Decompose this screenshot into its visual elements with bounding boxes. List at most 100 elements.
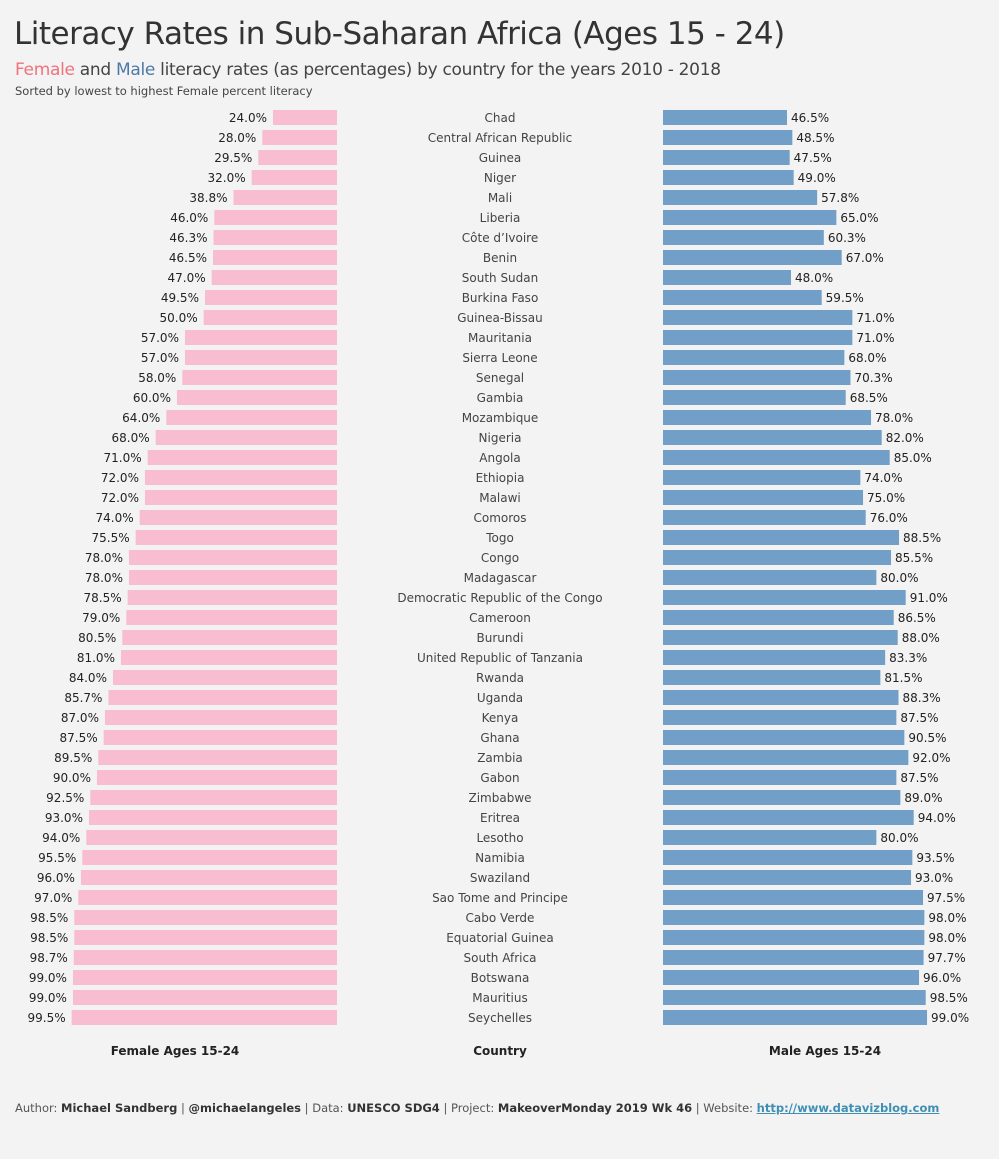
country-label: Eritrea bbox=[480, 811, 520, 825]
male-value-label: 90.5% bbox=[908, 731, 946, 745]
female-bar bbox=[80, 870, 337, 885]
female-bar bbox=[74, 930, 337, 945]
country-label: Ethiopia bbox=[476, 471, 525, 485]
country-label: Cameroon bbox=[469, 611, 531, 625]
female-bar bbox=[258, 150, 337, 165]
chart-row: 80.5% Burundi 88.0% bbox=[78, 630, 940, 645]
chart-row: 49.5% Burkina Faso 59.5% bbox=[161, 290, 864, 305]
female-value-label: 81.0% bbox=[77, 651, 115, 665]
female-bar bbox=[214, 210, 337, 225]
footer-website-link[interactable]: http://www.datavizblog.com bbox=[756, 1101, 940, 1115]
female-value-label: 71.0% bbox=[104, 451, 142, 465]
country-label: Cabo Verde bbox=[466, 911, 535, 925]
male-value-label: 76.0% bbox=[870, 511, 908, 525]
subtitle-and: and bbox=[74, 60, 116, 80]
male-bar bbox=[663, 350, 845, 365]
female-value-label: 46.5% bbox=[169, 251, 207, 265]
female-value-label: 79.0% bbox=[82, 611, 120, 625]
subtitle-female-legend: Female bbox=[15, 60, 75, 80]
axis-title-male: Male Ages 15-24 bbox=[769, 1044, 881, 1058]
chart-row: 46.5% Benin 67.0% bbox=[169, 250, 884, 265]
male-bar bbox=[663, 970, 920, 985]
sort-note: Sorted by lowest to highest Female perce… bbox=[15, 84, 313, 98]
male-bar bbox=[663, 990, 926, 1005]
country-label: Mauritania bbox=[468, 331, 532, 345]
female-bar bbox=[147, 450, 337, 465]
chart-row: 60.0% Gambia 68.5% bbox=[133, 390, 888, 405]
chart-row: 47.0% South Sudan 48.0% bbox=[168, 270, 833, 285]
male-bar bbox=[663, 590, 906, 605]
female-bar bbox=[74, 910, 337, 925]
male-bar bbox=[663, 690, 899, 705]
country-label: South Sudan bbox=[462, 271, 539, 285]
male-bar bbox=[663, 1010, 928, 1025]
male-bar bbox=[663, 830, 877, 845]
country-label: Mauritius bbox=[472, 991, 527, 1005]
female-bar bbox=[128, 570, 337, 585]
female-bar bbox=[251, 170, 337, 185]
male-value-label: 80.0% bbox=[880, 571, 918, 585]
female-bar bbox=[144, 470, 337, 485]
country-label: Uganda bbox=[477, 691, 523, 705]
male-value-label: 83.3% bbox=[889, 651, 927, 665]
female-value-label: 78.0% bbox=[85, 571, 123, 585]
country-label: Equatorial Guinea bbox=[446, 931, 554, 945]
female-value-label: 64.0% bbox=[122, 411, 160, 425]
axis-title-country: Country bbox=[473, 1044, 527, 1058]
female-value-label: 38.8% bbox=[189, 191, 227, 205]
country-label: Mozambique bbox=[462, 411, 539, 425]
chart-row: 74.0% Comoros 76.0% bbox=[96, 510, 908, 525]
country-label: Comoros bbox=[473, 511, 526, 525]
male-value-label: 88.3% bbox=[902, 691, 940, 705]
female-bar bbox=[86, 830, 337, 845]
male-bar bbox=[663, 910, 925, 925]
male-bar bbox=[663, 570, 877, 585]
footer-author-label: Author: bbox=[15, 1101, 62, 1115]
country-label: Democratic Republic of the Congo bbox=[397, 591, 602, 605]
country-label: Nigeria bbox=[479, 431, 522, 445]
male-bar bbox=[663, 950, 924, 965]
chart-row: 81.0% United Republic of Tanzania 83.3% bbox=[77, 650, 927, 665]
female-value-label: 46.0% bbox=[170, 211, 208, 225]
female-value-label: 95.5% bbox=[38, 851, 76, 865]
male-value-label: 57.8% bbox=[821, 191, 859, 205]
male-value-label: 47.5% bbox=[794, 151, 832, 165]
male-value-label: 70.3% bbox=[854, 371, 892, 385]
chart-row: 57.0% Mauritania 71.0% bbox=[141, 330, 894, 345]
country-label: Gabon bbox=[480, 771, 519, 785]
subtitle: Female and Male literacy rates (as perce… bbox=[15, 60, 721, 80]
female-value-label: 57.0% bbox=[141, 351, 179, 365]
footer-data-source: UNESCO SDG4 bbox=[347, 1101, 440, 1115]
female-bar bbox=[96, 770, 337, 785]
chart-row: 78.0% Madagascar 80.0% bbox=[85, 570, 918, 585]
female-value-label: 98.5% bbox=[30, 911, 68, 925]
chart-row: 68.0% Nigeria 82.0% bbox=[112, 430, 924, 445]
chart-row: 84.0% Rwanda 81.5% bbox=[69, 670, 922, 685]
chart-row: 79.0% Cameroon 86.5% bbox=[82, 610, 936, 625]
female-bar bbox=[213, 230, 337, 245]
female-bar bbox=[144, 490, 337, 505]
country-label: Malawi bbox=[479, 491, 521, 505]
country-label: Burundi bbox=[477, 631, 524, 645]
male-bar bbox=[663, 450, 890, 465]
male-bar bbox=[663, 130, 793, 145]
subtitle-male-legend: Male bbox=[115, 60, 156, 80]
female-bar bbox=[71, 1010, 338, 1025]
country-label: South Africa bbox=[464, 951, 537, 965]
chart-rows: 24.0% Chad 46.5% 28.0% Central African Repub… bbox=[28, 110, 969, 1025]
country-label: Liberia bbox=[480, 211, 521, 225]
female-value-label: 99.5% bbox=[28, 1011, 66, 1025]
chart-row: 93.0% Eritrea 94.0% bbox=[45, 810, 956, 825]
female-value-label: 29.5% bbox=[214, 151, 252, 165]
female-bar bbox=[176, 390, 337, 405]
female-value-label: 28.0% bbox=[218, 131, 256, 145]
female-value-label: 98.7% bbox=[30, 951, 68, 965]
male-value-label: 67.0% bbox=[846, 251, 884, 265]
chart-row: 98.5% Cabo Verde 98.0% bbox=[30, 910, 966, 925]
axis-title-female: Female Ages 15-24 bbox=[111, 1044, 240, 1058]
female-bar bbox=[98, 750, 337, 765]
male-bar bbox=[663, 530, 900, 545]
page-title: Literacy Rates in Sub-Saharan Africa (Ag… bbox=[14, 16, 785, 52]
country-label: Kenya bbox=[482, 711, 519, 725]
chart-row: 46.0% Liberia 65.0% bbox=[170, 210, 878, 225]
